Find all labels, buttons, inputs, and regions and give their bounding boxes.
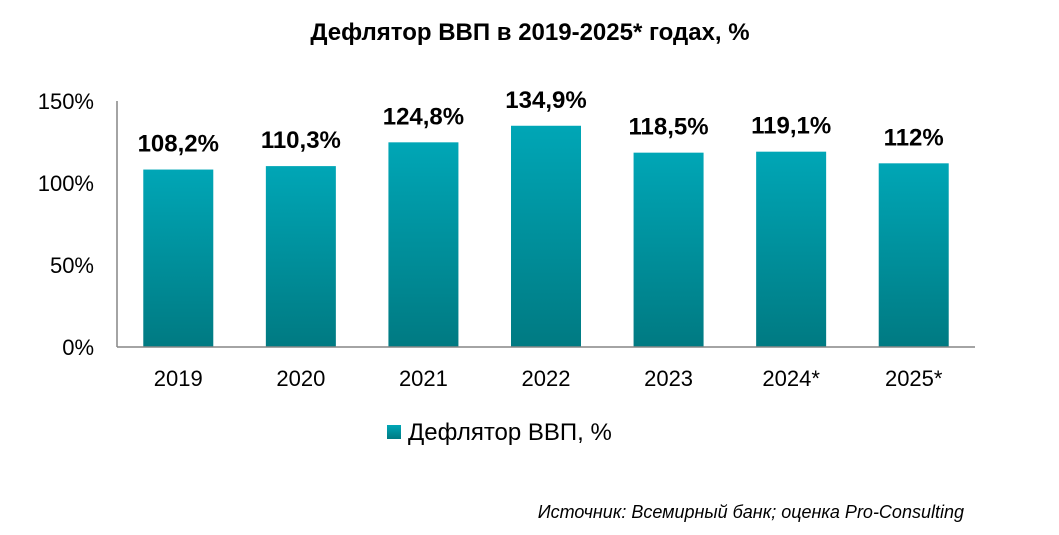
data-label: 118,5% bbox=[629, 114, 709, 141]
bar bbox=[265, 166, 336, 347]
y-axis-ticks: 0% 50% 100% 150% bbox=[38, 89, 94, 360]
legend-swatch bbox=[387, 425, 401, 439]
data-label: 110,3% bbox=[261, 127, 341, 154]
y-tick-label: 0% bbox=[62, 335, 94, 360]
data-label: 134,9% bbox=[505, 87, 586, 114]
source-note: Источник: Всемирный банк; оценка Pro-Con… bbox=[538, 502, 964, 522]
bar bbox=[878, 163, 949, 347]
bar bbox=[633, 152, 704, 347]
x-tick-label: 2021 bbox=[399, 366, 448, 391]
legend-label: Дефлятор ВВП, % bbox=[408, 419, 612, 446]
data-label: 119,1% bbox=[751, 113, 831, 140]
bar bbox=[511, 125, 581, 347]
x-tick-label: 2024* bbox=[762, 366, 820, 391]
x-tick-label: 2019 bbox=[154, 366, 203, 391]
x-tick-label: 2025* bbox=[885, 366, 943, 391]
x-axis-ticks: 2019 2020 2021 2022 2023 2024* 2025* bbox=[154, 366, 943, 391]
chart-title: Дефлятор ВВП в 2019-2025* годах, % bbox=[310, 19, 749, 46]
y-tick-label: 150% bbox=[38, 89, 94, 114]
bars bbox=[143, 125, 949, 347]
bar bbox=[756, 151, 827, 347]
y-tick-label: 50% bbox=[50, 253, 94, 278]
data-label: 112% bbox=[884, 124, 944, 151]
data-labels: 108,2% 110,3% 124,8% 134,9% 118,5% 119,1% 112% bbox=[138, 87, 944, 158]
data-label: 108,2% bbox=[138, 131, 219, 158]
y-tick-label: 100% bbox=[38, 171, 94, 196]
data-label: 124,8% bbox=[383, 103, 464, 130]
legend: Дефлятор ВВП, % bbox=[387, 419, 612, 446]
bar bbox=[143, 169, 214, 347]
bar bbox=[388, 142, 459, 347]
x-tick-label: 2020 bbox=[276, 366, 325, 391]
x-tick-label: 2023 bbox=[644, 366, 693, 391]
x-tick-label: 2022 bbox=[522, 366, 571, 391]
